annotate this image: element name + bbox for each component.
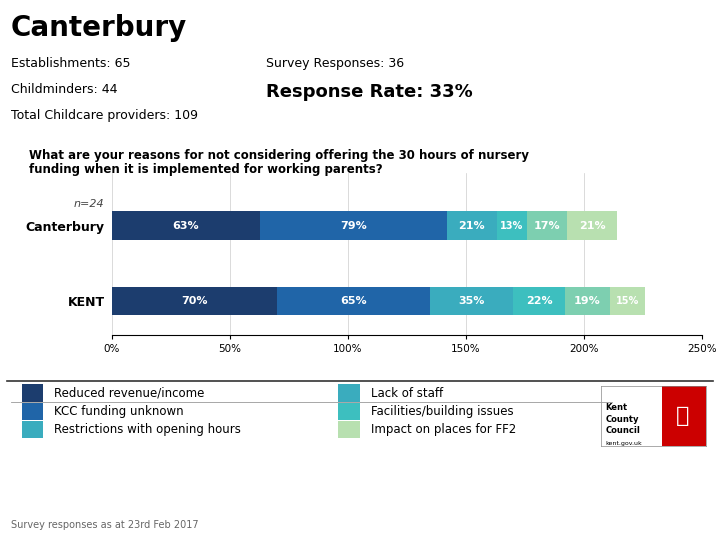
Bar [513, 287, 565, 315]
Text: 63%: 63% [173, 220, 199, 231]
Bar [112, 287, 277, 315]
Text: 79%: 79% [341, 220, 367, 231]
Text: Survey Responses: 36: Survey Responses: 36 [266, 57, 405, 70]
Text: Reduced revenue/income: Reduced revenue/income [54, 387, 204, 400]
Text: n=24: n=24 [74, 199, 104, 210]
Text: 15%: 15% [616, 296, 639, 306]
Text: Childminders: 44: Childminders: 44 [11, 83, 117, 96]
Text: Total Childcare providers: 109: Total Childcare providers: 109 [11, 109, 198, 122]
Text: 19%: 19% [574, 296, 600, 306]
Text: 70%: 70% [181, 296, 207, 306]
FancyBboxPatch shape [601, 386, 662, 445]
Bar [565, 287, 610, 315]
Bar [610, 287, 645, 315]
Bar [497, 211, 527, 240]
Text: Response Rate: 33%: Response Rate: 33% [266, 83, 473, 100]
Text: Restrictions with opening hours: Restrictions with opening hours [54, 423, 241, 436]
Text: What are your reasons for not considering offering the 30 hours of nursery
fundi: What are your reasons for not considerin… [29, 148, 528, 177]
Text: 22%: 22% [526, 296, 552, 306]
Text: Establishments: 65: Establishments: 65 [11, 57, 130, 70]
Bar [567, 211, 617, 240]
Text: Canterbury: Canterbury [11, 14, 187, 42]
Bar [431, 287, 513, 315]
Text: KCC funding unknown: KCC funding unknown [54, 405, 184, 418]
Bar [112, 211, 261, 240]
Bar [261, 211, 447, 240]
Text: 21%: 21% [459, 220, 485, 231]
Text: Survey responses as at 23rd Feb 2017: Survey responses as at 23rd Feb 2017 [11, 520, 199, 530]
Text: 13%: 13% [500, 220, 523, 231]
Text: kent.gov.uk: kent.gov.uk [606, 441, 642, 446]
Text: 🐎: 🐎 [676, 406, 689, 426]
Text: 65%: 65% [341, 296, 367, 306]
Text: Lack of staff: Lack of staff [371, 387, 443, 400]
Text: Kent: Kent [606, 403, 628, 411]
Text: Council: Council [606, 427, 640, 435]
Text: Impact on places for FF2: Impact on places for FF2 [371, 423, 516, 436]
Bar [447, 211, 497, 240]
Text: 35%: 35% [459, 296, 485, 306]
Text: County: County [606, 415, 639, 423]
Text: 17%: 17% [534, 220, 561, 231]
Text: Facilities/building issues: Facilities/building issues [371, 405, 513, 418]
Bar [527, 211, 567, 240]
Text: 21%: 21% [579, 220, 606, 231]
Bar [277, 287, 431, 315]
